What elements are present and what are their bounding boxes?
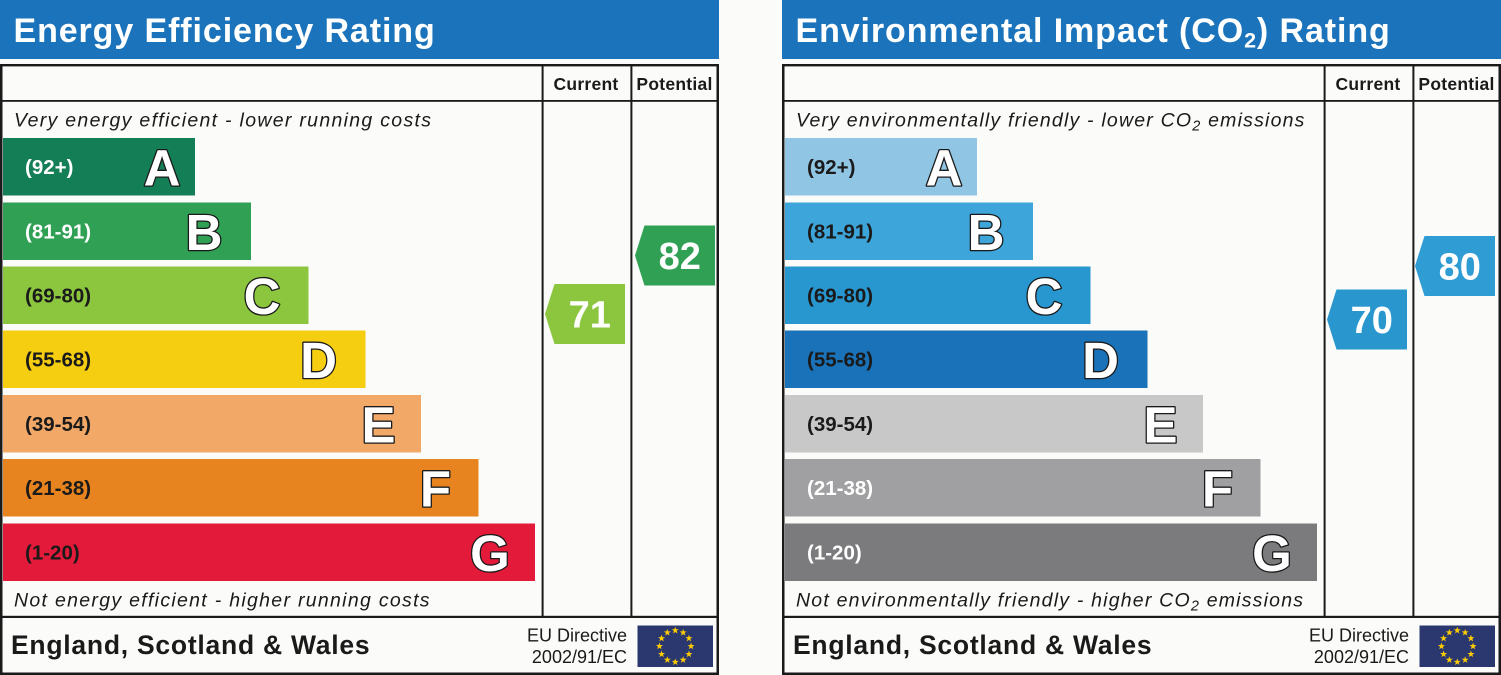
svg-text:G: G bbox=[470, 525, 510, 582]
svg-text:(81-91): (81-91) bbox=[25, 221, 91, 244]
svg-text:2002/91/EC: 2002/91/EC bbox=[532, 647, 627, 667]
svg-text:Current: Current bbox=[1336, 74, 1401, 94]
svg-text:D: D bbox=[1082, 332, 1119, 389]
svg-text:(1-20): (1-20) bbox=[807, 542, 862, 565]
svg-text:England, Scotland & Wales: England, Scotland & Wales bbox=[11, 630, 370, 660]
svg-text:B: B bbox=[968, 204, 1005, 261]
svg-text:(69-80): (69-80) bbox=[25, 285, 91, 308]
svg-text:(21-38): (21-38) bbox=[25, 477, 91, 500]
svg-text:D: D bbox=[300, 332, 337, 389]
svg-text:(92+): (92+) bbox=[807, 156, 855, 179]
svg-text:EU Directive: EU Directive bbox=[527, 626, 627, 646]
svg-text:(55-68): (55-68) bbox=[807, 349, 873, 372]
svg-text:Energy Efficiency Rating: Energy Efficiency Rating bbox=[14, 12, 436, 50]
svg-text:C: C bbox=[244, 268, 281, 325]
svg-text:F: F bbox=[420, 461, 451, 518]
svg-text:Environmental Impact (CO2) Rat: Environmental Impact (CO2) Rating bbox=[796, 12, 1391, 53]
svg-text:Potential: Potential bbox=[1418, 74, 1494, 94]
svg-text:80: 80 bbox=[1439, 247, 1481, 289]
svg-text:2002/91/EC: 2002/91/EC bbox=[1314, 647, 1409, 667]
svg-text:Not energy efficient - higher: Not energy efficient - higher running co… bbox=[14, 590, 431, 612]
svg-text:F: F bbox=[1202, 461, 1233, 518]
svg-text:E: E bbox=[1143, 397, 1177, 454]
svg-text:71: 71 bbox=[569, 295, 611, 337]
svg-text:(69-80): (69-80) bbox=[807, 285, 873, 308]
svg-text:Very environmentally friendly: Very environmentally friendly - lower CO… bbox=[796, 110, 1306, 135]
svg-text:(81-91): (81-91) bbox=[807, 221, 873, 244]
svg-text:Potential: Potential bbox=[636, 74, 712, 94]
svg-text:(92+): (92+) bbox=[25, 156, 73, 179]
svg-text:(21-38): (21-38) bbox=[807, 477, 873, 500]
svg-text:(55-68): (55-68) bbox=[25, 349, 91, 372]
svg-text:Very energy efficient - lower: Very energy efficient - lower running co… bbox=[14, 110, 432, 132]
svg-text:B: B bbox=[186, 204, 223, 261]
svg-text:82: 82 bbox=[659, 236, 701, 278]
svg-text:Current: Current bbox=[554, 74, 619, 94]
svg-text:(39-54): (39-54) bbox=[25, 413, 91, 436]
svg-text:C: C bbox=[1026, 268, 1063, 325]
svg-text:A: A bbox=[926, 140, 963, 197]
svg-text:EU Directive: EU Directive bbox=[1309, 626, 1409, 646]
svg-text:G: G bbox=[1252, 525, 1292, 582]
svg-text:70: 70 bbox=[1351, 300, 1393, 342]
svg-text:(1-20): (1-20) bbox=[25, 542, 80, 565]
svg-text:Not environmentally friendly -: Not environmentally friendly - higher CO… bbox=[796, 590, 1304, 615]
svg-text:(39-54): (39-54) bbox=[807, 413, 873, 436]
svg-text:A: A bbox=[144, 140, 181, 197]
svg-text:E: E bbox=[361, 397, 395, 454]
svg-text:England, Scotland & Wales: England, Scotland & Wales bbox=[793, 630, 1152, 660]
